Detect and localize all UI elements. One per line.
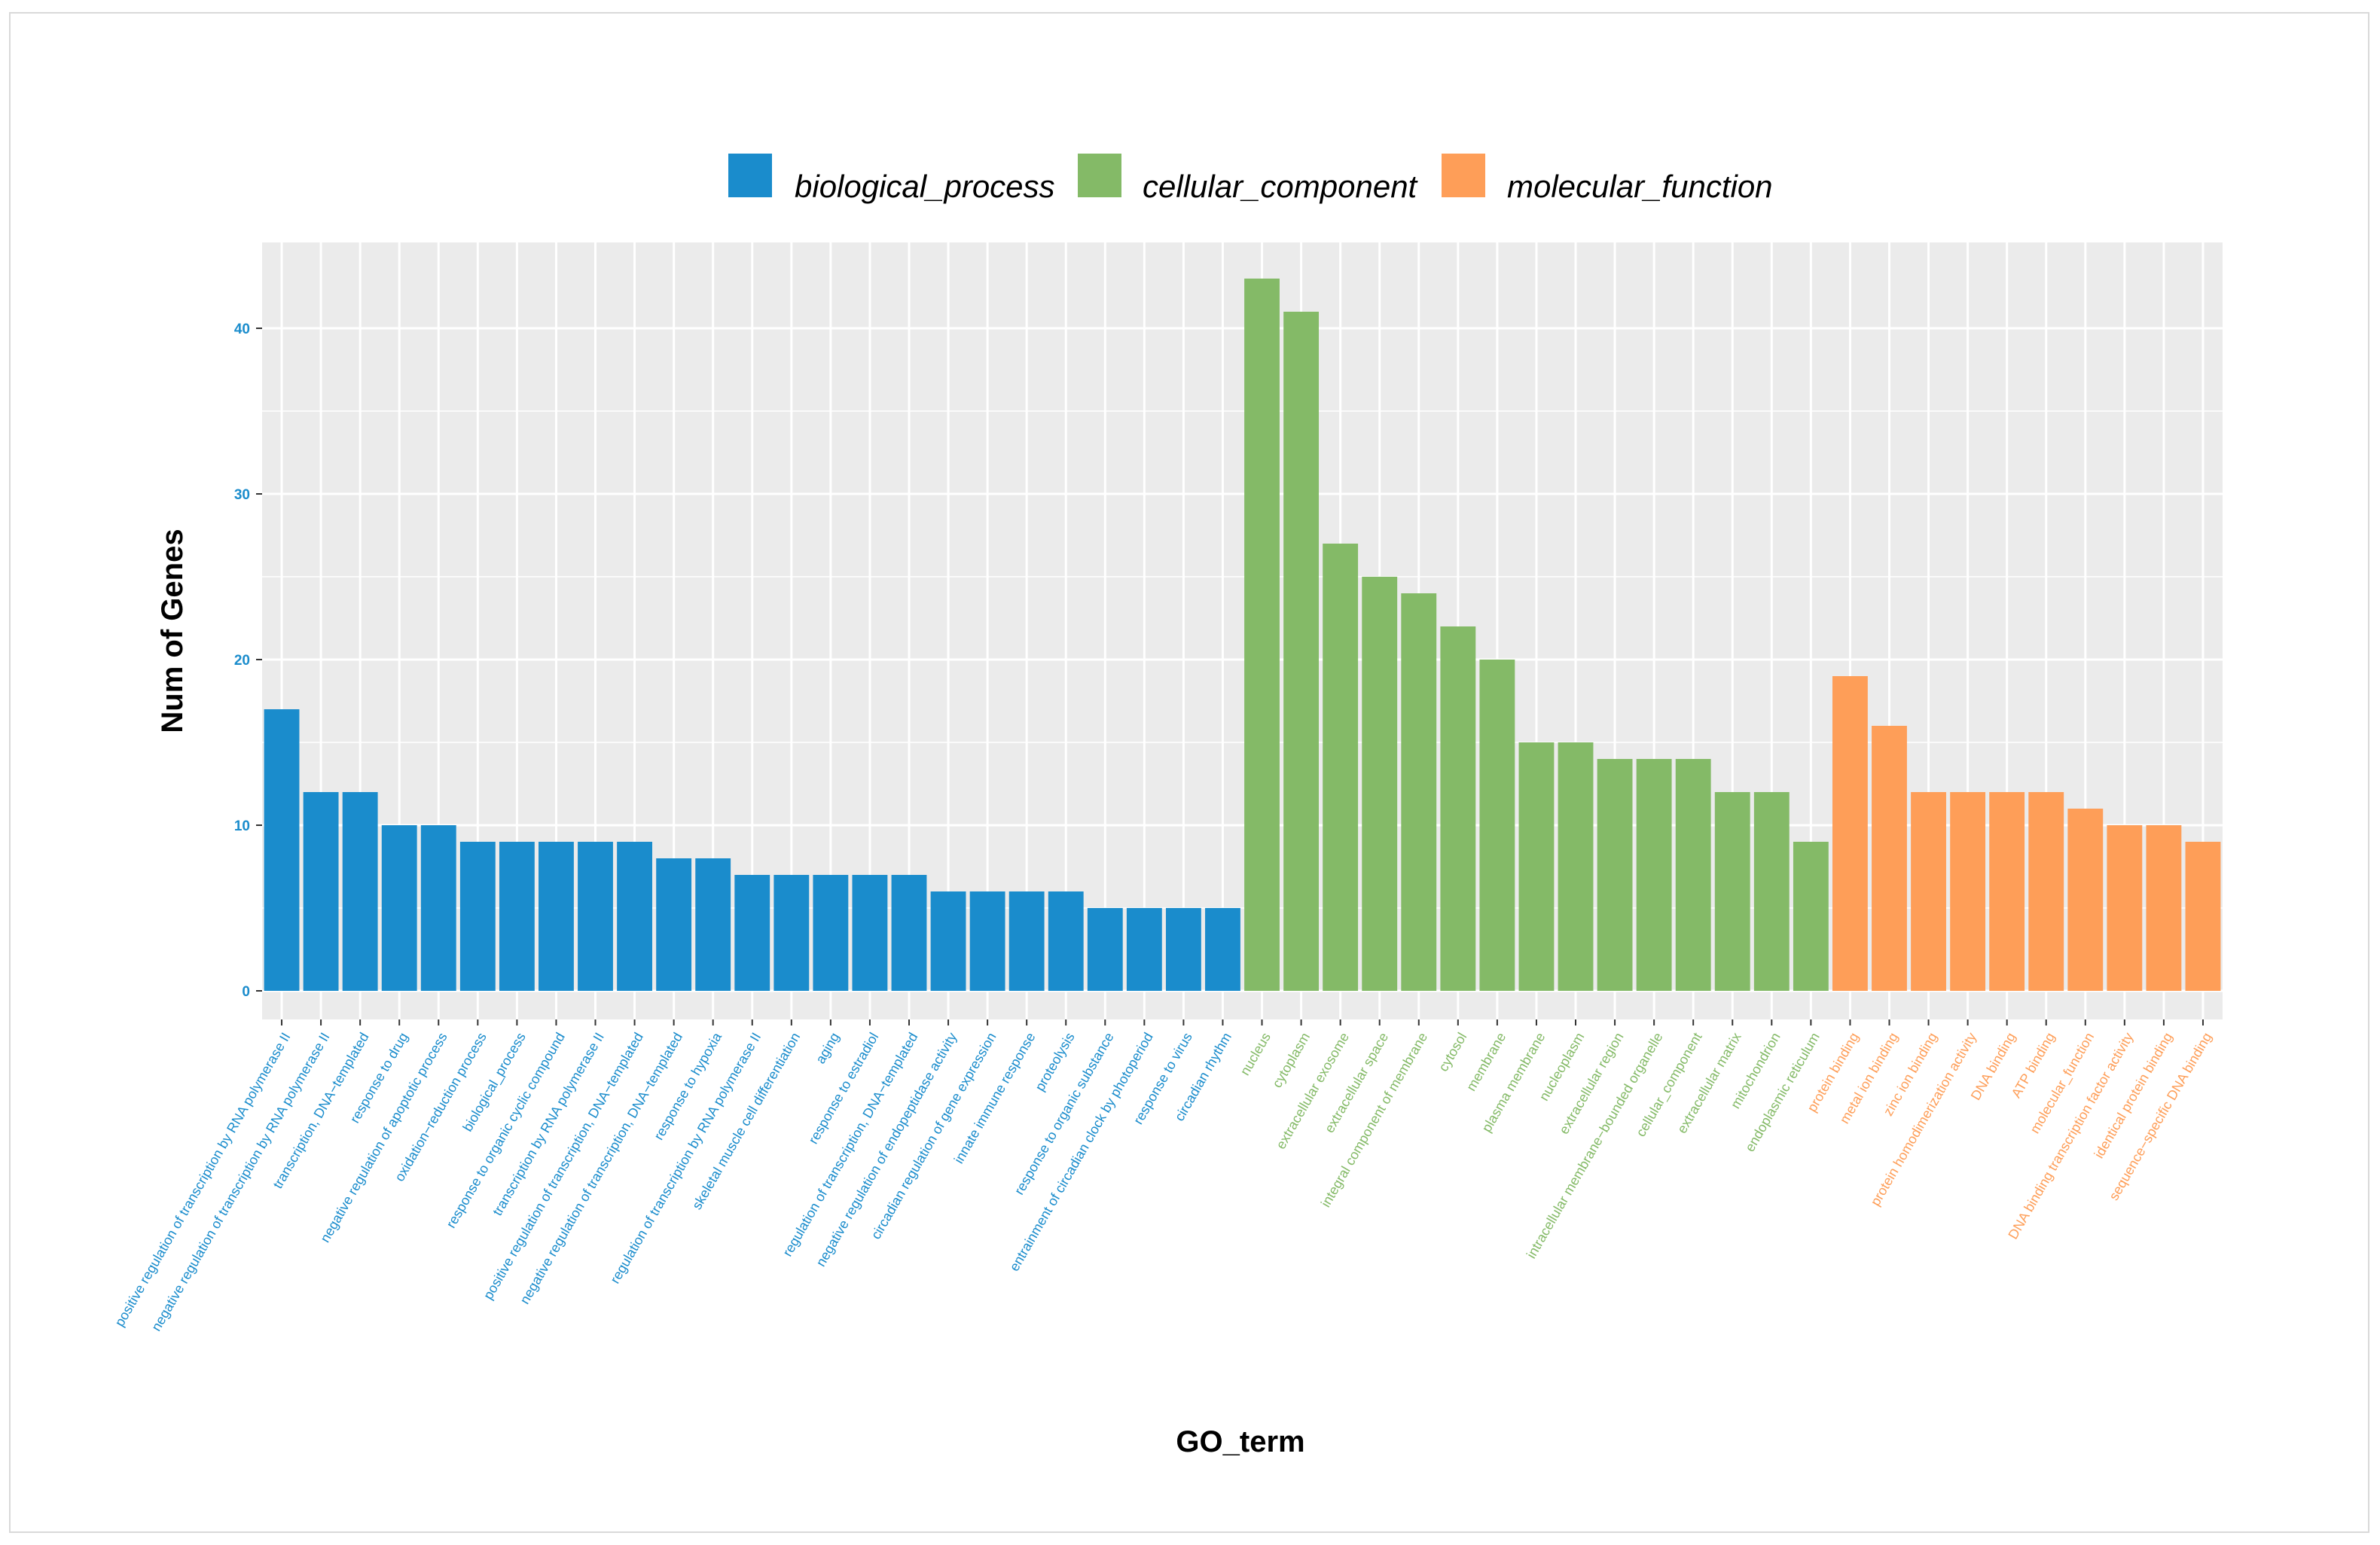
bar	[381, 825, 417, 991]
x-tick-label: response to estradiol	[806, 1030, 882, 1147]
bar	[1323, 544, 1359, 991]
legend-label: biological_process	[795, 169, 1055, 204]
bar	[1126, 908, 1162, 991]
y-tick-label: 10	[234, 818, 250, 834]
bar	[969, 891, 1005, 991]
x-tick-label: endoplasmic reticulum	[1742, 1030, 1823, 1154]
legend-label: molecular_function	[1507, 169, 1773, 204]
bar	[420, 825, 456, 991]
bar	[1165, 908, 1201, 991]
y-axis-ticks: 0 10 20 30 40	[234, 321, 262, 1000]
bar	[617, 842, 652, 991]
legend-key	[1442, 154, 1485, 197]
x-tick-label: extracellular exosome	[1273, 1030, 1352, 1152]
legend-key	[728, 154, 772, 197]
bar	[2107, 825, 2143, 991]
bar	[1205, 908, 1240, 991]
bar	[1362, 577, 1398, 991]
x-tick-label: regulation of transcription by RNA polym…	[607, 1030, 764, 1286]
bar	[1244, 279, 1280, 991]
bar	[1950, 792, 1986, 991]
y-tick-label: 40	[234, 321, 250, 337]
bar	[774, 875, 810, 991]
x-tick-label: cytosol	[1436, 1030, 1469, 1074]
bar	[1440, 626, 1476, 991]
bar	[2146, 825, 2182, 991]
bar	[1048, 891, 1084, 991]
x-tick-label: response to hypoxia	[651, 1029, 725, 1142]
y-tick-label: 20	[234, 653, 250, 669]
bar	[1714, 792, 1750, 991]
bar	[2028, 792, 2064, 991]
legend-label: cellular_component	[1143, 169, 1419, 204]
x-tick-label: positive regulation of transcription by …	[112, 1030, 294, 1329]
bar	[1911, 792, 1946, 991]
bar	[1479, 660, 1515, 991]
bar	[1793, 842, 1829, 991]
bar	[2185, 842, 2221, 991]
bar	[852, 875, 888, 991]
bar	[2067, 809, 2104, 991]
bar	[891, 875, 927, 991]
bar	[1087, 908, 1123, 991]
x-tick-label: entrainment of circadian clock by photop…	[1006, 1030, 1155, 1274]
x-tick-label: membrane	[1463, 1030, 1509, 1094]
bar	[1675, 759, 1711, 991]
bar	[656, 858, 692, 991]
bar	[1636, 759, 1672, 991]
figure-frame	[9, 12, 2369, 1533]
y-tick-label: 30	[234, 487, 250, 503]
bar	[1832, 676, 1868, 991]
x-tick-label: aging	[813, 1030, 842, 1066]
bar	[303, 792, 339, 991]
legend: biological_process cellular_component mole…	[728, 154, 1773, 204]
y-axis-title: Num of Genes	[156, 529, 189, 733]
bar	[578, 842, 613, 991]
bar	[539, 842, 574, 991]
x-tick-label: identical protein binding	[2091, 1030, 2175, 1161]
y-tick-label: 0	[242, 984, 250, 1000]
bar	[1872, 726, 1907, 991]
bar	[1597, 759, 1633, 991]
bar	[459, 842, 496, 991]
bar	[813, 875, 849, 991]
x-axis-title: GO_term	[1176, 1425, 1304, 1458]
bar	[1989, 792, 2025, 991]
bar	[1008, 891, 1045, 991]
x-tick-label: proteolysis	[1032, 1030, 1077, 1094]
bar	[342, 792, 378, 991]
bar	[1283, 312, 1320, 991]
bar	[264, 709, 300, 991]
x-tick-label: cytoplasm	[1269, 1030, 1313, 1090]
bar	[734, 875, 770, 991]
x-tick-label: negative regulation of transcription by …	[148, 1030, 332, 1333]
bar	[1401, 593, 1437, 991]
bar	[499, 842, 535, 991]
x-axis-ticks: positive regulation of transcription by …	[112, 1019, 2214, 1333]
bars	[264, 279, 2221, 991]
bar	[1753, 792, 1790, 991]
bar	[1558, 742, 1594, 991]
legend-key	[1078, 154, 1121, 197]
bar	[695, 858, 731, 991]
x-tick-label: nucleus	[1237, 1030, 1274, 1078]
bar	[1518, 742, 1555, 991]
bar	[930, 891, 966, 991]
